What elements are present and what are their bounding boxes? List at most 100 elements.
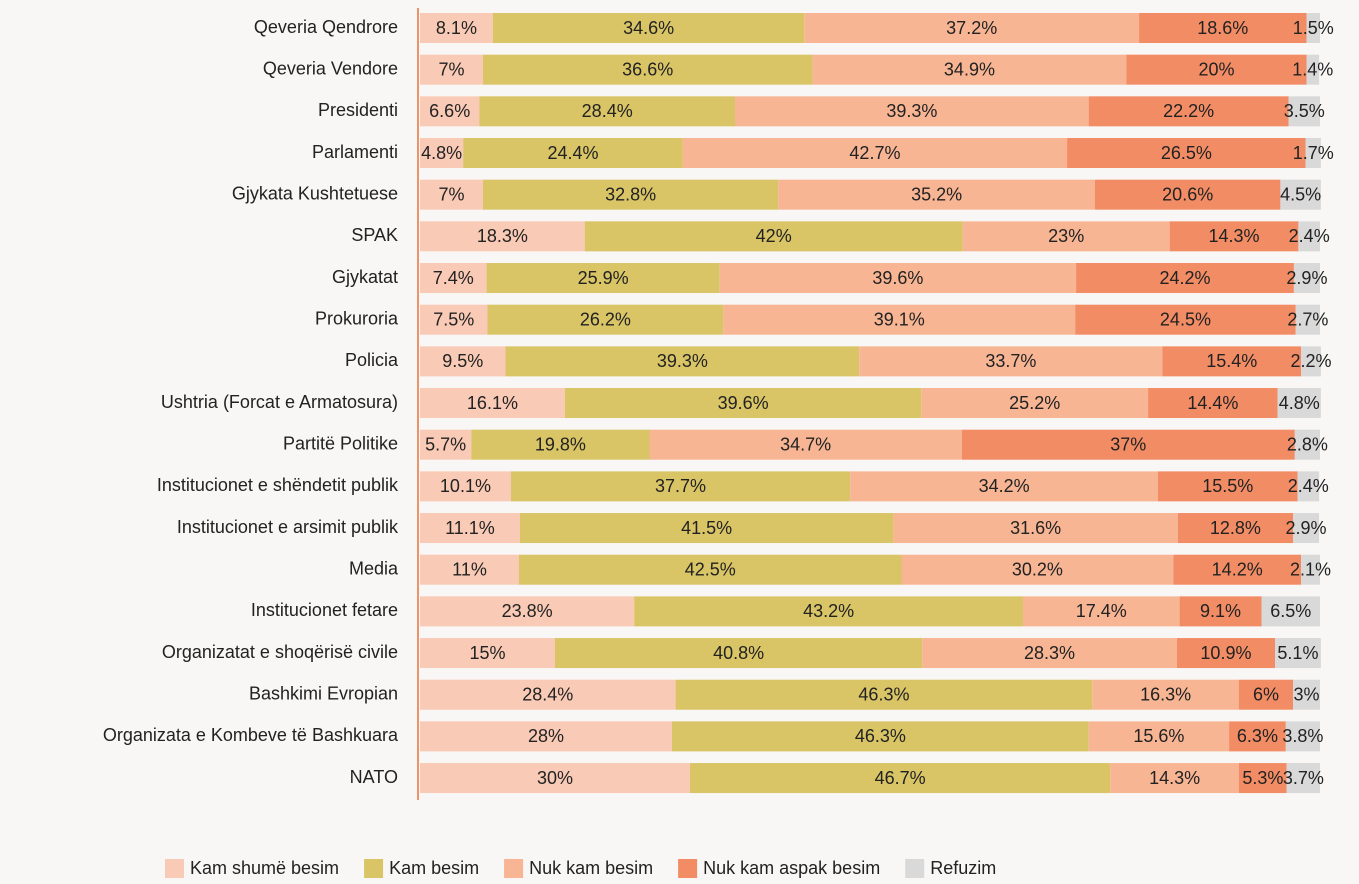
bar-segment [555, 638, 923, 669]
data-label: 10.1% [440, 476, 491, 496]
bar-segment [420, 721, 672, 752]
category-label: SPAK [351, 225, 398, 245]
bar-segment [1088, 721, 1230, 752]
data-label: 3.8% [1282, 726, 1323, 746]
bar-segment [1239, 763, 1287, 794]
data-label: 15.4% [1206, 351, 1257, 371]
data-label: 16.1% [467, 393, 518, 413]
data-label: 37.7% [655, 476, 706, 496]
data-label: 30.2% [1012, 559, 1063, 579]
data-label: 24.5% [1160, 309, 1211, 329]
data-label: 24.4% [547, 143, 598, 163]
bar-segment [420, 138, 464, 169]
data-label: 2.1% [1290, 559, 1331, 579]
data-label: 41.5% [681, 518, 732, 538]
data-label: 34.2% [979, 476, 1030, 496]
bar-segment [1295, 304, 1320, 335]
data-label: 4.8% [1279, 393, 1320, 413]
bar-segment [420, 388, 565, 419]
data-label: 36.6% [622, 59, 673, 79]
data-label: 35.2% [911, 184, 962, 204]
category-label: Media [349, 558, 399, 578]
bar-segment [420, 13, 493, 43]
data-label: 7% [438, 59, 464, 79]
bar-segment [420, 554, 519, 585]
data-label: 42.7% [849, 143, 900, 163]
bar-segment [1088, 96, 1289, 127]
bar-segment [420, 471, 511, 502]
bar-segment [1280, 179, 1321, 210]
data-label: 4.8% [421, 143, 462, 163]
data-label: 18.3% [477, 226, 528, 246]
data-label: 8.1% [436, 18, 477, 38]
data-label: 34.9% [944, 59, 995, 79]
bar-segment [420, 304, 488, 335]
bar-segment [420, 221, 585, 252]
bar-segment [850, 471, 1158, 502]
bar-segment [1023, 596, 1180, 627]
bar-segment [483, 179, 779, 210]
bar-segment [1277, 388, 1321, 419]
bar-segment [778, 179, 1095, 210]
data-label: 2.7% [1287, 309, 1328, 329]
bar-segment [901, 554, 1174, 585]
legend-label: Refuzim [930, 858, 996, 878]
bar-segment [649, 429, 962, 460]
data-label: 31.6% [1010, 518, 1061, 538]
data-label: 14.3% [1149, 768, 1200, 788]
data-label: 30% [537, 768, 573, 788]
data-label: 12.8% [1210, 518, 1261, 538]
bar-segment [1275, 638, 1321, 669]
bar-segment [420, 513, 520, 544]
category-label: Qeveria Qendrore [254, 17, 398, 37]
bar-segment [1285, 721, 1320, 752]
bar-segment [519, 554, 902, 585]
data-label: 1.4% [1292, 59, 1333, 79]
bar-segment [510, 471, 851, 502]
category-label: Organizata e Kombeve të Bashkuara [103, 725, 399, 745]
bar-segment [1239, 679, 1293, 710]
data-label: 43.2% [803, 601, 854, 621]
bar-segment [893, 513, 1178, 544]
data-label: 5.7% [425, 434, 466, 454]
data-label: 4.5% [1280, 184, 1321, 204]
bar-segment [1176, 638, 1275, 669]
category-label: Institucionet fetare [251, 600, 398, 620]
bar-segment [1076, 263, 1294, 294]
bar-segment [420, 346, 506, 377]
data-label: 5.3% [1242, 768, 1283, 788]
data-label: 37.2% [946, 18, 997, 38]
data-label: 14.3% [1209, 226, 1260, 246]
data-label: 2.9% [1286, 518, 1327, 538]
data-label: 22.2% [1163, 101, 1214, 121]
bar-segment [1158, 471, 1298, 502]
data-label: 33.7% [985, 351, 1036, 371]
data-label: 15.5% [1202, 476, 1253, 496]
bar-segment [682, 138, 1068, 169]
bar-segment [961, 429, 1295, 460]
data-label: 3% [1293, 684, 1319, 704]
bar-segment [1095, 179, 1281, 210]
bar-segment [505, 346, 860, 377]
bar-segment [634, 596, 1023, 627]
bar-segment [1177, 513, 1293, 544]
data-label: 3.5% [1284, 101, 1325, 121]
data-label: 16.3% [1140, 684, 1191, 704]
data-label: 2.4% [1289, 226, 1330, 246]
bar-segment [463, 138, 683, 169]
data-label: 6.6% [429, 101, 470, 121]
data-label: 42% [756, 226, 792, 246]
legend-swatch [364, 859, 384, 878]
data-label: 34.6% [623, 18, 674, 38]
data-label: 7% [438, 184, 464, 204]
bar-segment [471, 429, 650, 460]
category-label: Institucionet e arsimit publik [177, 517, 399, 537]
bar-segment [420, 679, 676, 710]
data-label: 39.3% [886, 101, 937, 121]
bar-segment [1126, 54, 1307, 85]
data-label: 15% [469, 643, 505, 663]
bar-segment [584, 221, 963, 252]
category-label: Ushtria (Forcat e Armatosura) [161, 392, 398, 412]
bar-segment [420, 429, 472, 460]
